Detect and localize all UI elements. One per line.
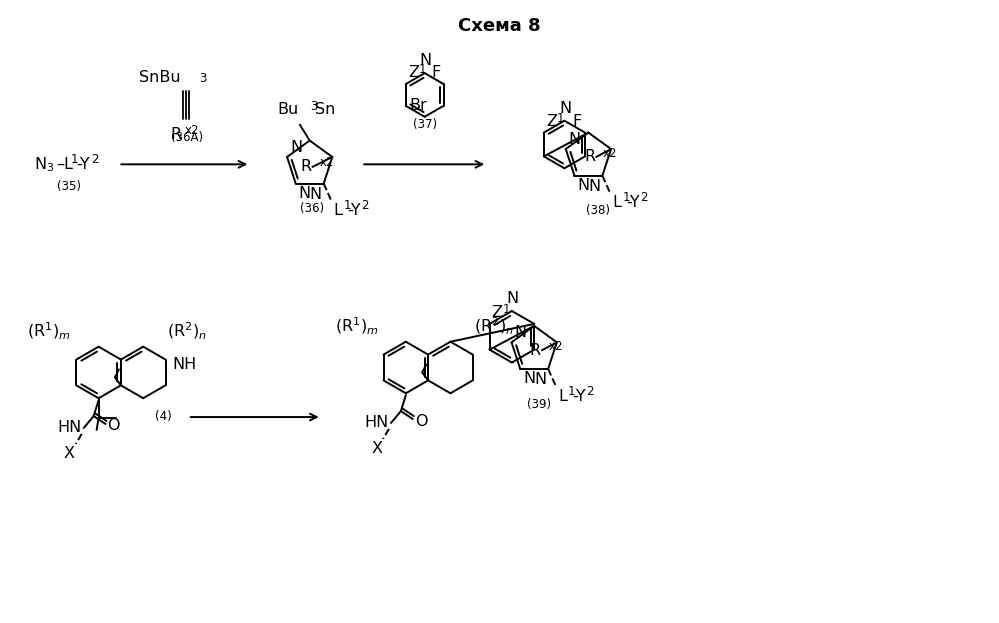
Text: (R$^2$)$_n$: (R$^2$)$_n$ [475,316,514,337]
Text: N: N [299,186,311,201]
Text: HN: HN [58,421,82,435]
Text: F: F [432,65,441,80]
Text: 2: 2 [585,385,593,397]
Text: R: R [171,126,182,141]
Text: -Y: -Y [348,203,361,219]
Text: Z: Z [408,65,419,80]
Text: O: O [415,414,428,429]
Text: –L: –L [56,157,73,172]
Text: SnBu: SnBu [139,70,181,85]
Text: L: L [558,389,567,404]
Text: N: N [568,132,580,147]
Text: N: N [523,371,535,386]
Text: 1: 1 [568,385,575,397]
Text: X: X [64,446,75,461]
Text: (R$^1$)$_m$: (R$^1$)$_m$ [335,316,378,337]
Text: (36A): (36A) [171,131,203,144]
Text: L: L [612,196,621,211]
Text: O: O [108,419,120,434]
Text: N: N [559,101,571,116]
Text: F: F [572,113,582,128]
Text: NH: NH [172,357,196,372]
Text: 3: 3 [310,100,317,113]
Text: N: N [420,53,432,68]
Text: 1: 1 [419,63,427,76]
Text: N: N [506,291,518,306]
Text: x2: x2 [548,340,563,353]
Text: (R$^1$)$_m$: (R$^1$)$_m$ [27,321,71,342]
Text: Sn: Sn [315,102,335,117]
Text: N: N [514,325,526,340]
Text: R: R [301,159,312,174]
Text: N: N [534,372,546,387]
Text: (R$^2$)$_n$: (R$^2$)$_n$ [167,321,207,342]
Text: Z: Z [492,305,502,320]
Text: Br: Br [410,98,428,113]
Text: Bu: Bu [278,102,299,117]
Text: 1: 1 [71,153,78,166]
Text: (39): (39) [527,397,551,411]
Text: 1: 1 [622,191,629,204]
Text: -Y: -Y [572,389,585,404]
Text: (37): (37) [413,118,437,131]
Text: -Y: -Y [76,157,90,172]
Text: (38): (38) [586,204,610,217]
Text: N: N [310,186,322,202]
Text: 1: 1 [344,199,351,212]
Text: HN: HN [365,416,389,430]
Text: Схема 8: Схема 8 [458,17,540,34]
Text: 1: 1 [556,112,564,125]
Text: x2: x2 [185,124,200,136]
Text: -Y: -Y [626,196,639,211]
Text: 2: 2 [640,191,647,204]
Text: R: R [529,343,540,358]
Text: X: X [371,441,382,456]
Text: x2: x2 [320,156,334,169]
Text: (36): (36) [300,202,324,216]
Text: (4): (4) [155,409,172,422]
Text: 1: 1 [502,303,509,316]
Text: N$_3$: N$_3$ [34,155,54,174]
Text: 3: 3 [199,72,206,85]
Text: N: N [577,178,589,193]
Text: 2: 2 [91,153,98,166]
Text: L: L [334,203,343,219]
Text: R: R [584,150,595,164]
Text: Z: Z [545,113,556,128]
Text: x2: x2 [603,146,617,159]
Text: (35): (35) [57,179,81,193]
Text: N: N [290,140,302,155]
Text: 2: 2 [362,199,369,212]
Text: N: N [588,179,600,194]
